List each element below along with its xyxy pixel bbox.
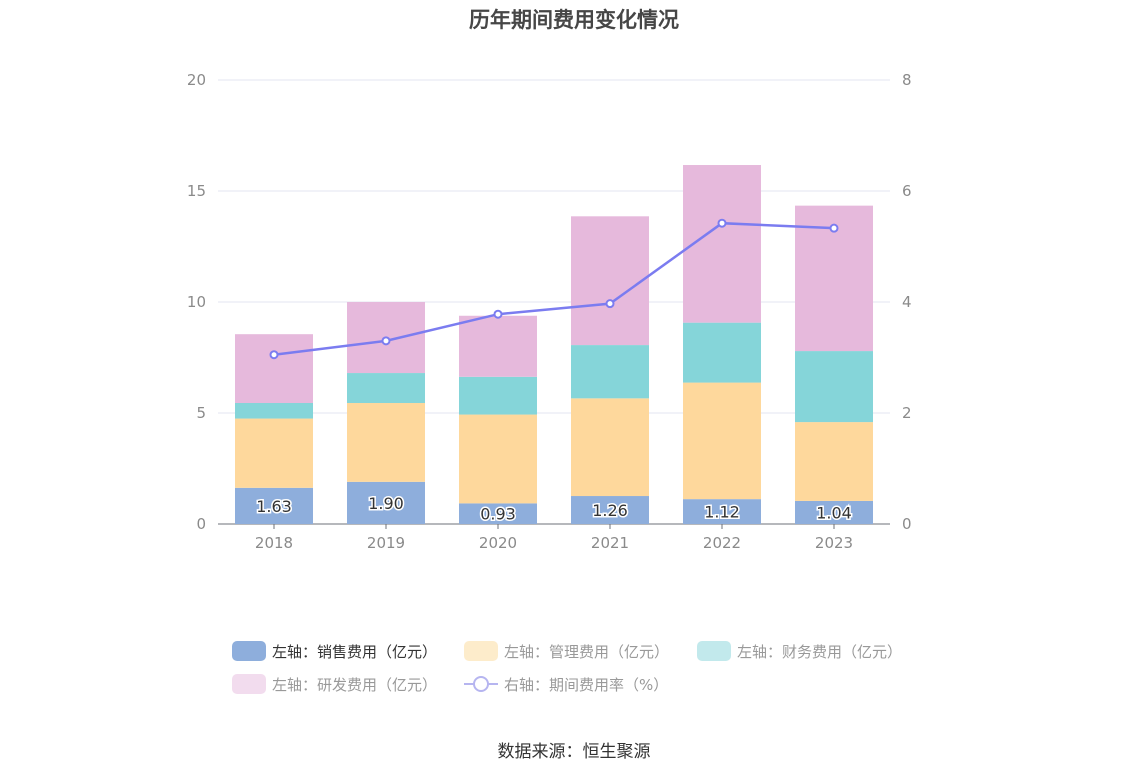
- data-label: 1.04: [816, 503, 852, 522]
- legend-swatch-rnd: [232, 674, 266, 694]
- legend-item-rate[interactable]: 右轴：期间费用率（%）: [464, 673, 668, 695]
- rate-point: [717, 218, 727, 228]
- bar-segment: [795, 422, 873, 501]
- bar-segment: [571, 398, 649, 497]
- bar-segment: [571, 496, 649, 524]
- rate-point: [269, 350, 279, 360]
- rate-polyline: [273, 221, 835, 356]
- rate-line: [269, 218, 839, 360]
- legend-line-icon: [464, 674, 498, 694]
- legend-item-admin[interactable]: 左轴：管理费用（亿元）: [464, 640, 669, 662]
- legend-item-rnd[interactable]: 左轴：研发费用（亿元）: [232, 673, 437, 695]
- rate-point: [381, 336, 391, 346]
- bar-segment: [571, 345, 649, 399]
- bar-segment: [235, 418, 313, 488]
- legend-label-admin: 左轴：管理费用（亿元）: [504, 642, 670, 661]
- chart-svg: 0 5 10 15 20 0 2 4 6 8 2018 2019 2020 2021 2022 2023 1.…: [187, 71, 912, 552]
- y-left-tick-label: 10: [187, 293, 206, 311]
- y-left-tick-label: 15: [187, 182, 206, 200]
- data-label: 1.26: [592, 501, 628, 520]
- bar-segment: [235, 403, 313, 419]
- axes: 0 5 10 15 20 0 2 4 6 8 2018 2019 2020 2021 2022 2023: [187, 71, 912, 552]
- source-note: 数据来源：恒生聚源: [497, 742, 651, 762]
- y-right-tick-label: 2: [902, 404, 912, 422]
- y-left-tick-label: 0: [196, 515, 206, 533]
- legend-label-rate: 右轴：期间费用率（%）: [504, 675, 669, 694]
- rate-point: [829, 223, 839, 233]
- y-left-tick-label: 20: [187, 71, 206, 89]
- legend-swatch-sales: [232, 641, 266, 661]
- bar-segment: [235, 487, 313, 524]
- bars: [235, 165, 873, 524]
- legend-label-sales: 左轴：销售费用（亿元）: [272, 642, 438, 661]
- y-right-tick-label: 6: [902, 182, 912, 200]
- legend-swatch-finance: [697, 641, 731, 661]
- bar-segment: [459, 414, 537, 504]
- bar-segment: [795, 351, 873, 423]
- bar-segment: [459, 315, 537, 377]
- bar-segment: [683, 499, 761, 524]
- bar-segment: [347, 403, 425, 482]
- bar-segment: [235, 334, 313, 404]
- legend-item-finance[interactable]: 左轴：财务费用（亿元）: [697, 640, 902, 662]
- x-tick-label: 2023: [815, 534, 853, 552]
- rate-point: [605, 299, 615, 309]
- bar-segment: [459, 376, 537, 415]
- bar-segment: [571, 216, 649, 346]
- bar-segment: [683, 382, 761, 500]
- bar-segment: [459, 503, 537, 524]
- data-label: 1.63: [256, 497, 292, 516]
- grid-lines: [218, 79, 890, 414]
- y-right-tick-label: 4: [902, 293, 912, 311]
- rate-point: [493, 309, 503, 319]
- bar-segment: [795, 500, 873, 524]
- bar-segment: [683, 322, 761, 383]
- legend-label-finance: 左轴：财务费用（亿元）: [737, 642, 903, 661]
- data-labels: 1.63 1.90 0.93 1.26 1.12 1.04: [255, 492, 854, 525]
- x-tick-label: 2021: [591, 534, 629, 552]
- y-right-tick-label: 0: [902, 515, 912, 533]
- legend-swatch-admin: [464, 641, 498, 661]
- data-label: 0.93: [480, 505, 516, 524]
- x-tick-label: 2018: [255, 534, 293, 552]
- x-tick-label: 2020: [479, 534, 517, 552]
- y-right-tick-label: 8: [902, 71, 912, 89]
- x-tick-label: 2019: [367, 534, 405, 552]
- y-left-tick-label: 5: [196, 404, 206, 422]
- data-label: 1.12: [704, 503, 740, 522]
- bar-segment: [347, 481, 425, 524]
- legend-item-sales[interactable]: 左轴：销售费用（亿元）: [232, 640, 437, 662]
- bar-segment: [683, 165, 761, 323]
- legend-label-rnd: 左轴：研发费用（亿元）: [272, 675, 438, 694]
- chart-title: 历年期间费用变化情况: [469, 8, 679, 32]
- data-label: 1.90: [368, 494, 404, 513]
- bar-segment: [347, 373, 425, 404]
- x-tick-label: 2022: [703, 534, 741, 552]
